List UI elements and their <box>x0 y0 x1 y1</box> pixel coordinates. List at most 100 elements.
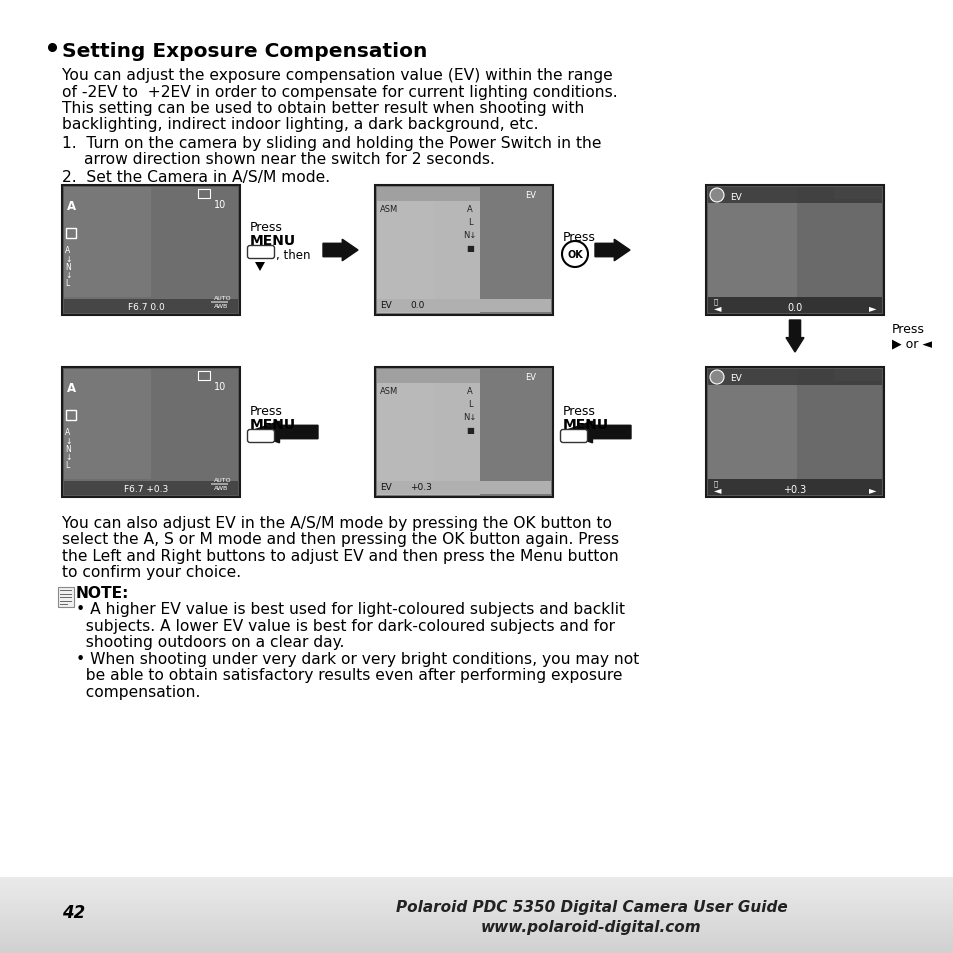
Bar <box>0 950 953 951</box>
Text: 📷: 📷 <box>713 479 718 486</box>
Text: EV: EV <box>525 192 536 200</box>
Text: ↓: ↓ <box>65 271 71 280</box>
Bar <box>0 924 953 925</box>
Text: N: N <box>65 444 71 454</box>
Bar <box>707 479 882 496</box>
Text: ◄: ◄ <box>713 303 720 313</box>
Text: You can also adjust EV in the A/S/M mode by pressing the OK button to: You can also adjust EV in the A/S/M mode… <box>62 516 612 531</box>
Bar <box>64 370 237 481</box>
Bar <box>0 904 953 905</box>
Text: MENU: MENU <box>562 417 608 432</box>
Text: A: A <box>67 200 76 213</box>
Text: Polaroid PDC 5350 Digital Camera User Guide: Polaroid PDC 5350 Digital Camera User Gu… <box>395 899 786 914</box>
Polygon shape <box>785 320 803 353</box>
FancyBboxPatch shape <box>247 430 274 443</box>
Circle shape <box>709 189 723 203</box>
Text: ↓: ↓ <box>65 436 71 446</box>
Text: OK: OK <box>566 250 582 260</box>
Bar <box>0 889 953 890</box>
Text: 0.0: 0.0 <box>786 303 801 313</box>
Text: 10: 10 <box>213 200 226 210</box>
Bar <box>0 929 953 930</box>
Bar <box>707 370 882 386</box>
Text: AWB: AWB <box>213 304 228 309</box>
Text: 10: 10 <box>213 381 226 392</box>
Bar <box>0 898 953 899</box>
Bar <box>0 908 953 909</box>
Bar <box>0 896 953 897</box>
Text: shooting outdoors on a clear day.: shooting outdoors on a clear day. <box>76 635 344 650</box>
Text: ■: ■ <box>466 426 474 435</box>
Text: A: A <box>467 387 473 395</box>
Text: 0.0: 0.0 <box>410 301 424 310</box>
Bar <box>0 923 953 924</box>
Text: Setting Exposure Compensation: Setting Exposure Compensation <box>62 42 427 61</box>
Bar <box>0 913 953 914</box>
Bar <box>0 915 953 916</box>
Text: , then: , then <box>275 248 310 261</box>
Bar <box>0 914 953 915</box>
Bar <box>0 905 953 906</box>
Bar <box>376 188 479 314</box>
Text: ■: ■ <box>466 244 474 253</box>
Bar <box>376 370 551 496</box>
Bar <box>0 911 953 912</box>
Text: N: N <box>65 263 71 272</box>
Bar <box>0 933 953 934</box>
Bar <box>0 930 953 931</box>
Text: select the A, S or M mode and then pressing the OK button again. Press: select the A, S or M mode and then press… <box>62 532 618 547</box>
Text: You can adjust the exposure compensation value (EV) within the range: You can adjust the exposure compensation… <box>62 68 612 83</box>
Bar <box>376 370 479 384</box>
Text: ASM: ASM <box>379 387 397 395</box>
Bar <box>0 894 953 895</box>
Bar <box>0 909 953 910</box>
Bar <box>0 940 953 941</box>
Text: AUTO: AUTO <box>213 477 232 482</box>
Text: compensation.: compensation. <box>76 684 200 700</box>
Bar <box>0 891 953 892</box>
Bar <box>0 919 953 920</box>
Text: ►: ► <box>867 303 875 313</box>
Text: EV: EV <box>379 482 392 492</box>
Bar <box>0 907 953 908</box>
Bar <box>0 910 953 911</box>
Bar <box>0 906 953 907</box>
Text: 📷: 📷 <box>713 297 718 304</box>
Text: to confirm your choice.: to confirm your choice. <box>62 565 241 579</box>
Text: L: L <box>65 278 70 288</box>
Text: A: A <box>467 205 473 213</box>
Text: 42: 42 <box>62 903 85 921</box>
Bar <box>0 920 953 921</box>
Text: NOTE:: NOTE: <box>76 585 130 600</box>
Polygon shape <box>254 263 265 272</box>
Bar <box>0 878 953 879</box>
Bar <box>0 902 953 903</box>
Text: • When shooting under very dark or very bright conditions, you may not: • When shooting under very dark or very … <box>76 651 639 666</box>
Text: Press: Press <box>562 231 596 244</box>
Bar <box>0 901 953 902</box>
Bar <box>0 877 953 878</box>
Bar <box>0 932 953 933</box>
Bar <box>434 188 551 314</box>
Bar <box>0 892 953 893</box>
Bar <box>0 942 953 943</box>
Bar <box>376 481 551 495</box>
Bar <box>707 297 882 314</box>
FancyBboxPatch shape <box>247 246 274 259</box>
Bar <box>64 481 237 496</box>
Bar <box>0 944 953 945</box>
Text: ↓: ↓ <box>65 453 71 461</box>
Text: EV: EV <box>379 301 392 310</box>
Text: ◄: ◄ <box>713 484 720 495</box>
Bar <box>0 926 953 927</box>
Polygon shape <box>323 240 357 261</box>
Text: L: L <box>467 218 472 227</box>
Text: be able to obtain satisfactory results even after performing exposure: be able to obtain satisfactory results e… <box>76 668 622 682</box>
Text: ASM: ASM <box>379 205 397 213</box>
Bar <box>707 370 796 496</box>
Bar <box>0 893 953 894</box>
Bar <box>62 186 240 315</box>
Bar <box>0 895 953 896</box>
Bar <box>0 927 953 928</box>
Bar <box>375 368 553 497</box>
